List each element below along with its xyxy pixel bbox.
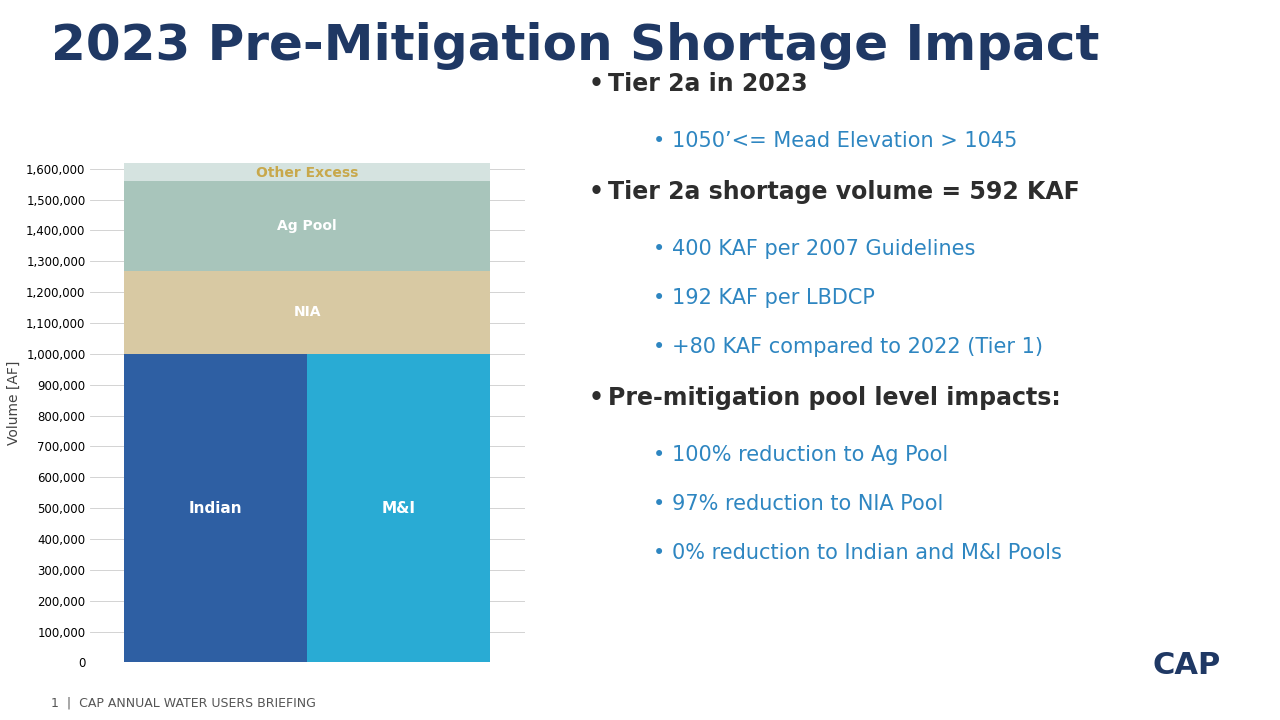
Text: NIA: NIA	[293, 305, 321, 319]
Bar	[307, 354, 490, 662]
Text: •: •	[589, 72, 604, 96]
Text: •: •	[653, 131, 666, 151]
Text: Indian: Indian	[189, 500, 243, 516]
Text: +80 KAF compared to 2022 (Tier 1): +80 KAF compared to 2022 (Tier 1)	[672, 337, 1043, 357]
Text: •: •	[653, 239, 666, 259]
Text: Other Excess: Other Excess	[256, 166, 358, 180]
Text: •: •	[653, 445, 666, 465]
Text: Pre-mitigation pool level impacts:: Pre-mitigation pool level impacts:	[608, 386, 1061, 410]
Text: Tier 2a shortage volume = 592 KAF: Tier 2a shortage volume = 592 KAF	[608, 180, 1080, 204]
Bar	[124, 650, 490, 662]
Text: 0% reduction to Indian and M&I Pools: 0% reduction to Indian and M&I Pools	[672, 543, 1062, 563]
Bar	[124, 354, 307, 662]
Text: 1  |  CAP ANNUAL WATER USERS BRIEFING: 1 | CAP ANNUAL WATER USERS BRIEFING	[51, 696, 316, 709]
Text: 100% reduction to Ag Pool: 100% reduction to Ag Pool	[672, 445, 948, 465]
Text: •: •	[589, 386, 604, 410]
Text: •: •	[653, 494, 666, 514]
Text: •: •	[653, 337, 666, 357]
Text: •: •	[653, 543, 666, 563]
Text: M&I: M&I	[381, 500, 416, 516]
Text: Ag Pool: Ag Pool	[278, 219, 337, 233]
Text: P3: P3	[297, 649, 317, 663]
Y-axis label: Volume [AF]: Volume [AF]	[6, 361, 20, 446]
Text: 192 KAF per LBDCP: 192 KAF per LBDCP	[672, 288, 874, 308]
Text: Tier 2a in 2023: Tier 2a in 2023	[608, 72, 808, 96]
Text: 97% reduction to NIA Pool: 97% reduction to NIA Pool	[672, 494, 943, 514]
Text: 400 KAF per 2007 Guidelines: 400 KAF per 2007 Guidelines	[672, 239, 975, 259]
Text: •: •	[653, 288, 666, 308]
Bar	[124, 271, 490, 354]
Text: •: •	[589, 180, 604, 204]
Text: 2023 Pre-Mitigation Shortage Impact: 2023 Pre-Mitigation Shortage Impact	[51, 22, 1100, 70]
Text: CAP: CAP	[1152, 652, 1220, 680]
Bar	[124, 181, 490, 271]
Bar	[124, 163, 490, 181]
Text: 1050’<= Mead Elevation > 1045: 1050’<= Mead Elevation > 1045	[672, 131, 1018, 151]
